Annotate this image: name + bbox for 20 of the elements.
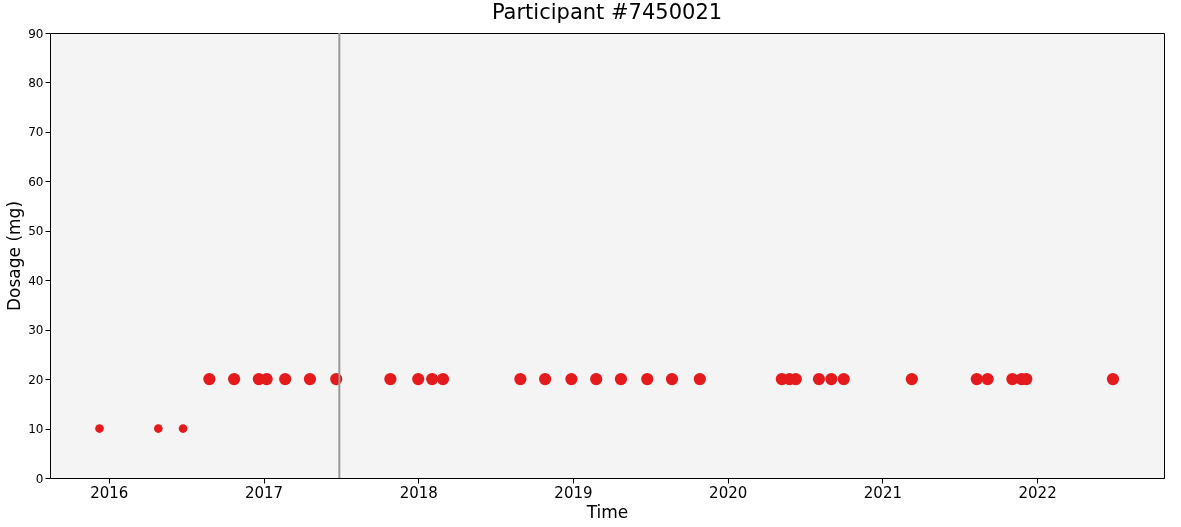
y-tick-label: 0 [35,471,44,486]
y-axis-title: Dosage (mg) [4,200,25,312]
x-tick-label: 2019 [554,483,593,502]
x-tick-label: 2020 [709,483,748,502]
y-tick-label: 80 [28,75,44,90]
x-tick-label: 2021 [863,483,902,502]
y-tick-label: 60 [28,174,44,189]
x-tick-label: 2016 [90,483,129,502]
y-tick-label: 50 [28,224,44,239]
y-tick-label: 40 [28,273,44,288]
y-tick-label: 70 [28,125,44,140]
chart-title: Participant #7450021 [491,0,723,24]
y-tick-label: 20 [28,372,44,387]
y-tick-label: 30 [28,323,44,338]
x-tick-label: 2018 [399,483,438,502]
x-axis-title: Time [585,501,629,522]
x-tick-label: 2017 [244,483,284,502]
y-tick-label: 90 [28,26,44,41]
x-tick-label: 2022 [1018,483,1057,502]
y-tick-label: 10 [28,422,44,437]
